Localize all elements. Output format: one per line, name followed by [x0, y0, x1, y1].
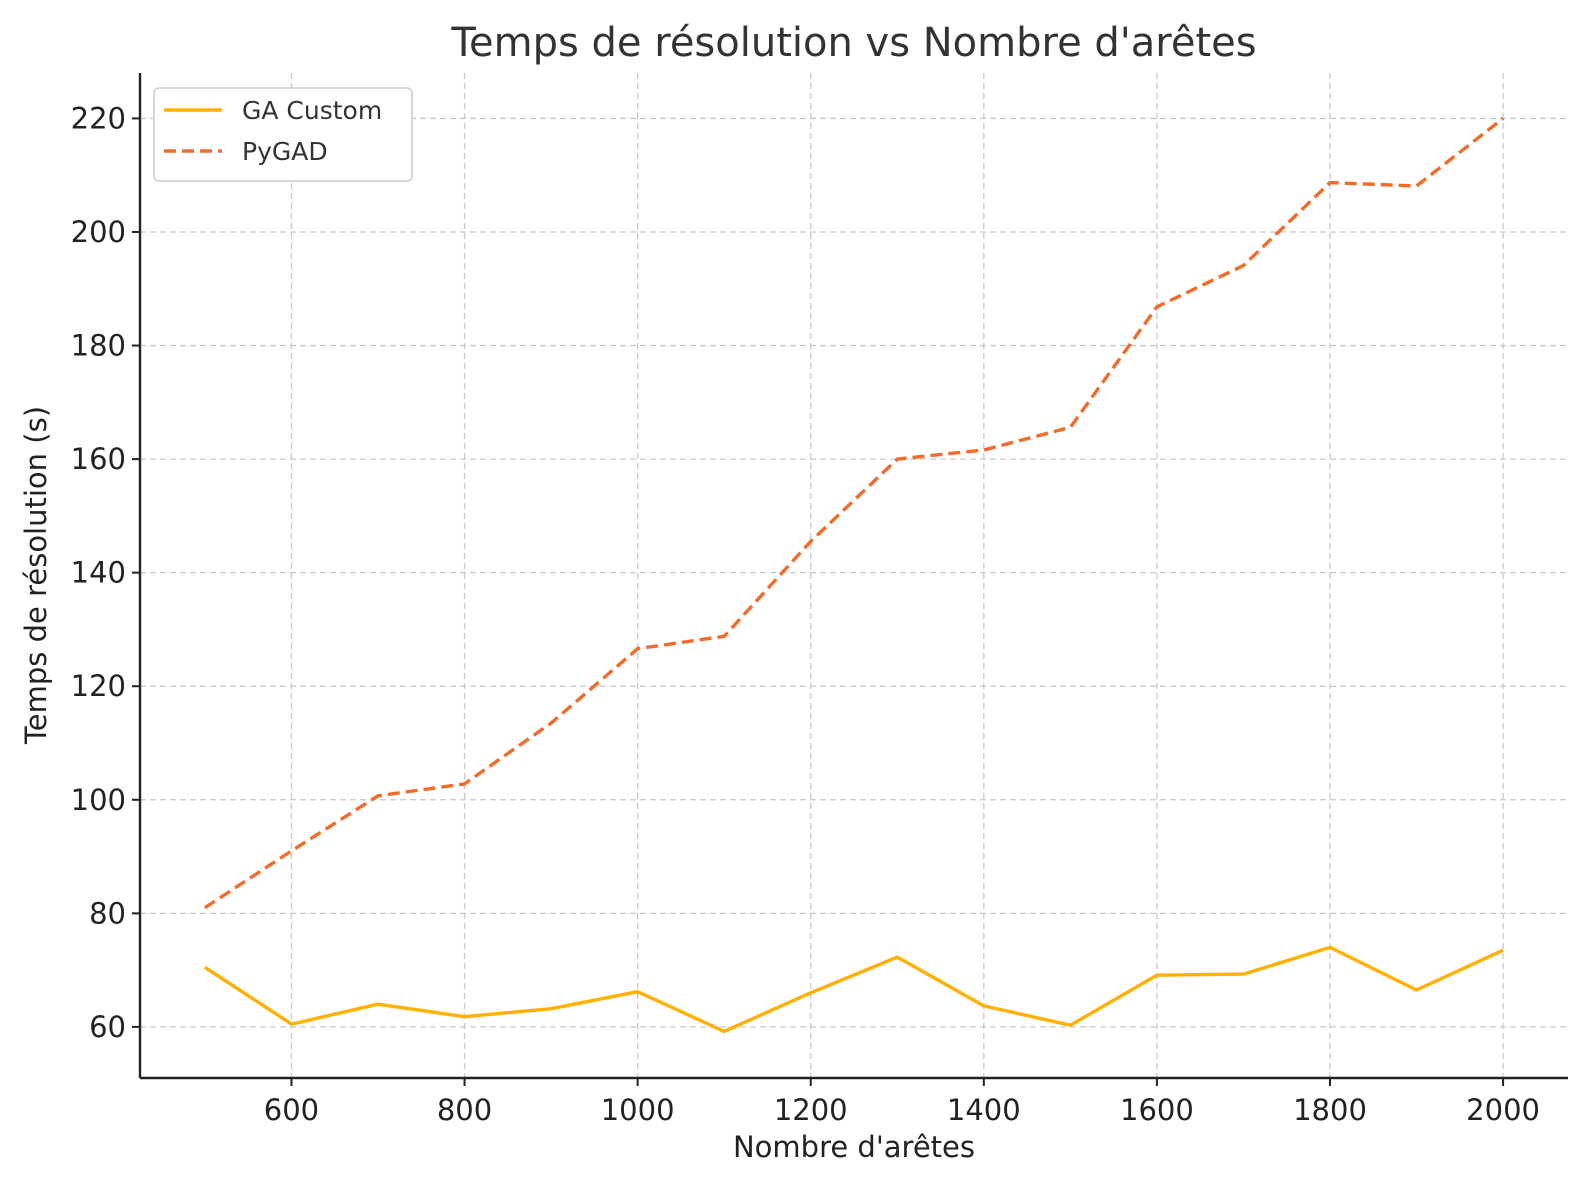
- y-tick-label: 160: [71, 442, 126, 476]
- y-tick-label: 220: [71, 101, 126, 135]
- chart-title: Temps de résolution vs Nombre d'arêtes: [450, 20, 1256, 66]
- y-tick-label: 80: [89, 896, 126, 930]
- x-tick-label: 2000: [1466, 1093, 1540, 1127]
- legend-label: PyGAD: [242, 137, 328, 166]
- ticks: 600 800 1000 1200 1400 1600 1800 2000 60 80 100 120…: [71, 101, 1540, 1127]
- axes: [138, 73, 1568, 1080]
- series-line-pygad: [203, 117, 1505, 910]
- y-tick-label: 100: [71, 783, 126, 817]
- x-tick-label: 1000: [601, 1093, 675, 1127]
- y-tick-label: 120: [71, 669, 126, 703]
- x-tick-label: 600: [264, 1093, 319, 1127]
- y-axis-label: Temps de résolution (s): [19, 406, 53, 745]
- legend-label: GA Custom: [242, 96, 382, 125]
- series-line-ga-custom: [203, 945, 1504, 1034]
- x-tick-label: 1800: [1293, 1093, 1367, 1127]
- x-tick-label: 1600: [1120, 1093, 1194, 1127]
- x-axis-label: Nombre d'arêtes: [733, 1130, 975, 1164]
- grid-lines: [140, 73, 1568, 1078]
- series-lines: [203, 117, 1505, 1034]
- y-tick-label: 60: [89, 1010, 126, 1044]
- x-tick-label: 1400: [947, 1093, 1021, 1127]
- y-tick-label: 140: [71, 556, 126, 590]
- x-tick-label: 1200: [774, 1093, 848, 1127]
- legend: GA Custom PyGAD: [153, 87, 413, 182]
- y-tick-label: 200: [71, 215, 126, 249]
- x-tick-label: 800: [437, 1093, 492, 1127]
- y-tick-label: 180: [71, 329, 126, 363]
